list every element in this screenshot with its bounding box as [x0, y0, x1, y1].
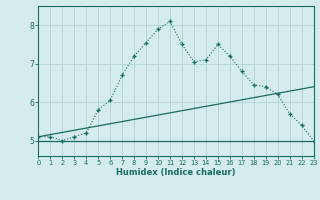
X-axis label: Humidex (Indice chaleur): Humidex (Indice chaleur): [116, 168, 236, 177]
